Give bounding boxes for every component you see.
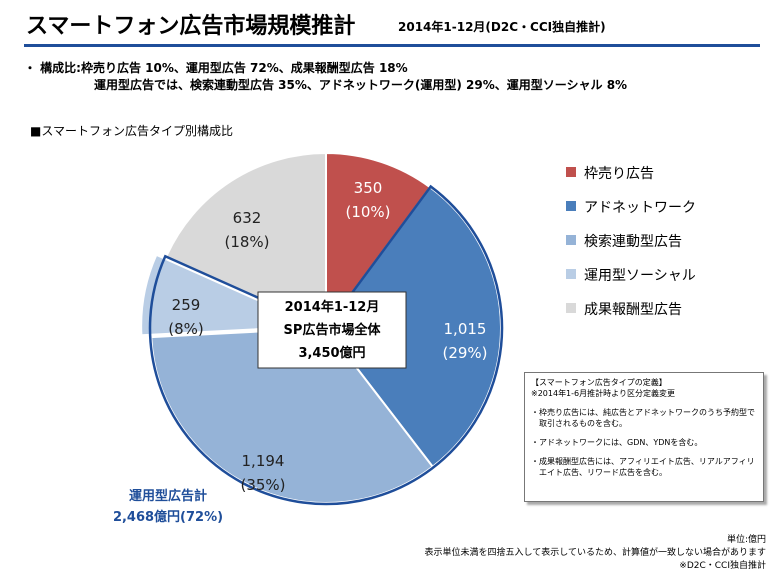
definition-item-frame: ・枠売り広告には、純広告とアドネットワークのうち予約型で取引されるものを含む。 (531, 408, 755, 428)
center-box-period: 2014年1-12月 (285, 299, 380, 315)
operated-group-label: 運用型広告計 (129, 488, 207, 504)
page-title: スマートフォン広告市場規模推計 (26, 14, 356, 39)
summary: ・ 構成比:枠売り広告 10%、運用型広告 72%、成果報酬型広告 18% 運用… (24, 60, 627, 94)
footer-rounding-note: 表示単位未満を四捨五入して表示しているため、計算値が一致しない場合があります (424, 548, 766, 558)
summary-line-2: 運用型広告では、検索連動型広告 35%、アドネットワーク(運用型) 29%、運用… (94, 78, 628, 92)
summary-line-1: ・ 構成比:枠売り広告 10%、運用型広告 72%、成果報酬型広告 18% (24, 61, 408, 75)
legend-swatch-social (566, 269, 576, 279)
slice-value-social: 259 (172, 296, 201, 314)
slice-percent-adnetwork: (29%) (442, 344, 487, 362)
legend-label-frame: 枠売り広告 (584, 166, 654, 182)
legend-swatch-frame (566, 167, 576, 177)
operated-group-total: 2,468億円(72%) (113, 509, 223, 525)
footer-source: ※D2C・CCI独自推計 (679, 561, 766, 571)
legend-swatch-search (566, 235, 576, 245)
legend-label-social: 運用型ソーシャル (584, 268, 696, 284)
footer-unit: 単位:億円 (726, 535, 766, 545)
slice-percent-frame: (10%) (345, 203, 390, 221)
page-subtitle: 2014年1-12月(D2C・CCI独自推計) (398, 20, 606, 34)
chart-title: ■スマートフォン広告タイプ別構成比 (30, 124, 233, 138)
slice-value-search: 1,194 (242, 452, 285, 470)
operated-group-outline (148, 184, 504, 506)
title-bar: スマートフォン広告市場規模推計 2014年1-12月(D2C・CCI独自推計) (0, 0, 784, 47)
slice-percent-search: (35%) (240, 476, 285, 494)
legend-swatch-affiliate (566, 303, 576, 313)
slice-value-adnetwork: 1,015 (444, 320, 487, 338)
pie-slice-frame (325, 151, 432, 332)
definition-item-adnetwork: ・アドネットワークには、GDN、YDNを含む。 (531, 438, 703, 447)
slice-value-affiliate: 632 (233, 209, 262, 227)
footer: 単位:億円 表示単位未満を四捨五入して表示しているため、計算値が一致しない場合が… (425, 534, 766, 573)
slice-value-frame: 350 (354, 179, 383, 197)
legend-label-adnetwork: アドネットワーク (584, 200, 696, 216)
legend-label-search: 検索連動型広告 (584, 234, 682, 250)
legend-swatch-adnetwork (566, 201, 576, 211)
definition-box: 【スマートフォン広告タイプの定義】 ※2014年1-6月推計時より区分定義変更 … (524, 372, 764, 502)
center-box-total: 3,450億円 (298, 345, 365, 361)
definition-heading: 【スマートフォン広告タイプの定義】 (531, 378, 667, 387)
slice-percent-social: (8%) (168, 320, 204, 338)
title-underline (24, 44, 760, 47)
legend-label-affiliate: 成果報酬型広告 (584, 302, 682, 318)
pie-slice-affiliate (164, 151, 327, 330)
center-total-box (257, 291, 407, 369)
slice-percent-affiliate: (18%) (224, 233, 269, 251)
center-box-market: SP広告市場全体 (284, 322, 382, 338)
definition-note: ※2014年1-6月推計時より区分定義変更 (531, 389, 675, 398)
definition-item-affiliate: ・成果報酬型広告には、アフィリエイト広告、リアルアフィリエイト広告、リワード広告… (531, 457, 755, 477)
